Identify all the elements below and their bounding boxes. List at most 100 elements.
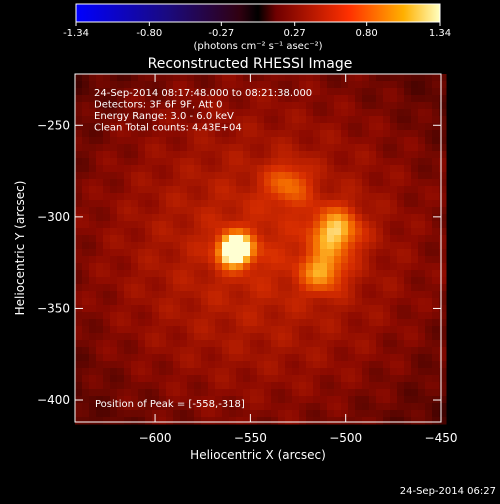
heatmap-cell [404,144,412,152]
heatmap-cell [285,284,293,292]
heatmap-cell [145,291,153,299]
heatmap-cell [75,165,83,173]
heatmap-cell [208,333,216,341]
heatmap-cell [89,214,97,222]
heatmap-cell [173,298,181,306]
colorbar [75,3,441,23]
heatmap-cell [432,74,440,82]
heatmap-cell [124,200,132,208]
heatmap-cell [425,158,433,166]
heatmap-cell [355,179,363,187]
heatmap-cell [145,263,153,271]
heatmap-cell [250,109,258,117]
heatmap-cell [187,410,195,418]
heatmap-cell [103,291,111,299]
heatmap-cell [124,109,132,117]
heatmap-cell [208,284,216,292]
heatmap-cell [299,102,307,110]
heatmap-cell [355,151,363,159]
heatmap-cell [166,151,174,159]
heatmap-cell [208,221,216,229]
heatmap-cell [278,298,286,306]
heatmap-cell [383,382,391,390]
heatmap-cell [145,312,153,320]
heatmap-cell [327,340,335,348]
heatmap-cell [229,116,237,124]
heatmap-cell [313,249,321,257]
heatmap-cell [334,116,342,124]
heatmap-cell [432,403,440,411]
heatmap-cell [229,151,237,159]
heatmap-cell [229,340,237,348]
heatmap-cell [418,256,426,264]
heatmap-cell [229,214,237,222]
heatmap-cell [222,326,230,334]
heatmap-cell [264,172,272,180]
heatmap-cell [313,333,321,341]
heatmap-cell [89,172,97,180]
heatmap-cell [243,263,251,271]
heatmap-cell [313,340,321,348]
heatmap-cell [166,179,174,187]
heatmap-cell [306,256,314,264]
heatmap-cell [285,382,293,390]
heatmap-cell [439,410,447,418]
heatmap-cell [313,130,321,138]
heatmap-cell [229,298,237,306]
heatmap-cell [131,95,139,103]
heatmap-cell [166,130,174,138]
heatmap-cell [292,249,300,257]
heatmap-cell [82,305,90,313]
heatmap-cell [124,340,132,348]
heatmap-cell [201,305,209,313]
heatmap-cell [194,207,202,215]
heatmap-cell [432,102,440,110]
heatmap-cell [376,242,384,250]
heatmap-cell [194,81,202,89]
y-axis-ticks: −250−300−350−400 [37,118,441,407]
heatmap-cell [194,326,202,334]
heatmap-cell [418,403,426,411]
heatmap-cell [201,312,209,320]
heatmap-cell [159,207,167,215]
heatmap-cell [313,207,321,215]
heatmap-cell [320,200,328,208]
heatmap-cell [439,116,447,124]
heatmap-cell [299,389,307,397]
heatmap-cell [418,88,426,96]
heatmap-cell [201,123,209,131]
heatmap-cell [320,214,328,222]
heatmap-cell [411,389,419,397]
heatmap-cell [131,221,139,229]
heatmap-cell [341,172,349,180]
heatmap-cell [243,396,251,404]
heatmap-cell [313,200,321,208]
heatmap-cell [376,116,384,124]
heatmap-cell [110,270,118,278]
heatmap-cell [355,235,363,243]
heatmap-cell [299,193,307,201]
heatmap-cell [159,291,167,299]
heatmap-cell [278,81,286,89]
heatmap-cell [411,403,419,411]
heatmap-cell [208,396,216,404]
heatmap-cell [222,116,230,124]
heatmap-cell [306,151,314,159]
heatmap-cell [418,361,426,369]
heatmap-cell [334,200,342,208]
heatmap-cell [194,305,202,313]
heatmap-cell [306,235,314,243]
heatmap-cell [383,326,391,334]
heatmap-cell [124,165,132,173]
heatmap-cell [236,277,244,285]
heatmap-cell [159,403,167,411]
heatmap-cell [236,326,244,334]
heatmap-cell [348,102,356,110]
heatmap-cell [292,389,300,397]
heatmap-cell [432,312,440,320]
heatmap-cell [397,95,405,103]
heatmap-cell [278,158,286,166]
heatmap-cell [173,200,181,208]
heatmap-cell [159,109,167,117]
heatmap-cell [397,417,405,425]
